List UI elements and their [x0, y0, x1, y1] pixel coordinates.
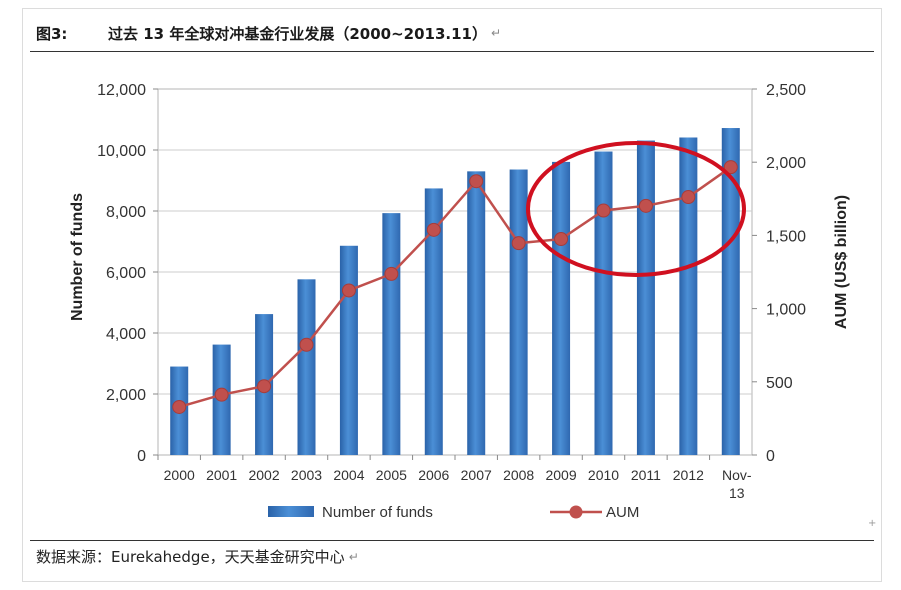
left-axis-title: Number of funds — [69, 193, 86, 321]
left-tick-label: 2,000 — [106, 387, 146, 404]
title-rule — [30, 51, 874, 52]
x-tick-label: 2001 — [206, 467, 237, 483]
right-tick-label: 0 — [766, 448, 775, 465]
figure-source-row: 数据来源：Eurekahedge，天天基金研究中心 ↵ — [36, 546, 359, 567]
aum-point — [596, 203, 611, 218]
left-tick-label: 12,000 — [97, 82, 146, 99]
bar — [509, 169, 528, 455]
right-tick-label: 2,500 — [766, 82, 806, 99]
aum-point — [469, 174, 484, 189]
legend-bar-swatch — [268, 506, 314, 517]
corner-mark: + — [868, 518, 877, 529]
right-tick-label: 1,000 — [766, 302, 806, 319]
x-tick-label: 2002 — [248, 467, 279, 483]
bar — [467, 171, 486, 455]
legend-line-marker — [569, 505, 583, 519]
aum-point — [638, 198, 653, 213]
return-mark-icon: ↵ — [490, 26, 502, 40]
aum-series-line — [178, 166, 732, 409]
x-tick-label: 2009 — [545, 467, 576, 483]
right-tick-label: 1,500 — [766, 228, 806, 245]
bar — [721, 128, 740, 456]
x-tick-label: 2011 — [631, 467, 661, 483]
right-tick-label: 500 — [766, 375, 793, 392]
x-tick-label: 2006 — [418, 467, 449, 483]
bar — [636, 140, 655, 456]
aum-point — [341, 283, 356, 298]
left-tick-label: 10,000 — [97, 143, 146, 160]
bar — [594, 151, 613, 455]
x-tick-label: 2004 — [333, 467, 364, 483]
left-tick-label: 0 — [137, 448, 146, 465]
legend-bar-label: Number of funds — [322, 504, 433, 521]
aum-point — [554, 232, 569, 247]
right-tick-label: 2,000 — [766, 155, 806, 172]
figure-title-row: 图3: 过去 13 年全球对冲基金行业发展（2000~2013.11） ↵ — [36, 20, 501, 46]
aum-point — [681, 190, 696, 205]
left-tick-label: 8,000 — [106, 204, 146, 221]
x-tick-label-part: 13 — [729, 485, 745, 501]
aum-point — [299, 337, 314, 352]
aum-point — [426, 222, 441, 237]
left-tick-label: 4,000 — [106, 326, 146, 343]
figure-title: 过去 13 年全球对冲基金行业发展（2000~2013.11） — [108, 24, 487, 43]
bar — [382, 213, 401, 455]
aum-point — [172, 399, 187, 414]
legend-line-label: AUM — [606, 504, 639, 521]
figure-label: 图3: — [36, 24, 68, 43]
x-tick-label: 2003 — [291, 467, 322, 483]
x-tick-label: 2000 — [164, 467, 195, 483]
right-axis-title: AUM (US$ billion) — [833, 195, 850, 329]
x-tick-label: 2012 — [673, 467, 704, 483]
aum-point — [214, 387, 229, 402]
bar — [552, 161, 571, 455]
aum-point — [723, 160, 738, 175]
x-tick-label: 2008 — [503, 467, 534, 483]
highlight-ellipse — [526, 141, 746, 277]
bar — [424, 188, 443, 455]
aum-point — [384, 266, 399, 281]
x-tick-label: 2005 — [376, 467, 407, 483]
x-tick-label: 2010 — [588, 467, 619, 483]
bar — [339, 245, 358, 455]
x-tick-label-part: Nov- — [722, 467, 752, 483]
bar — [679, 137, 698, 455]
left-tick-label: 6,000 — [106, 265, 146, 282]
figure-source: 数据来源：Eurekahedge，天天基金研究中心 — [36, 548, 345, 566]
bar — [297, 279, 316, 455]
return-mark-icon: ↵ — [348, 549, 359, 564]
aum-point — [511, 236, 526, 251]
source-rule — [30, 540, 874, 541]
aum-point — [257, 379, 272, 394]
x-tick-label: 2007 — [461, 467, 492, 483]
